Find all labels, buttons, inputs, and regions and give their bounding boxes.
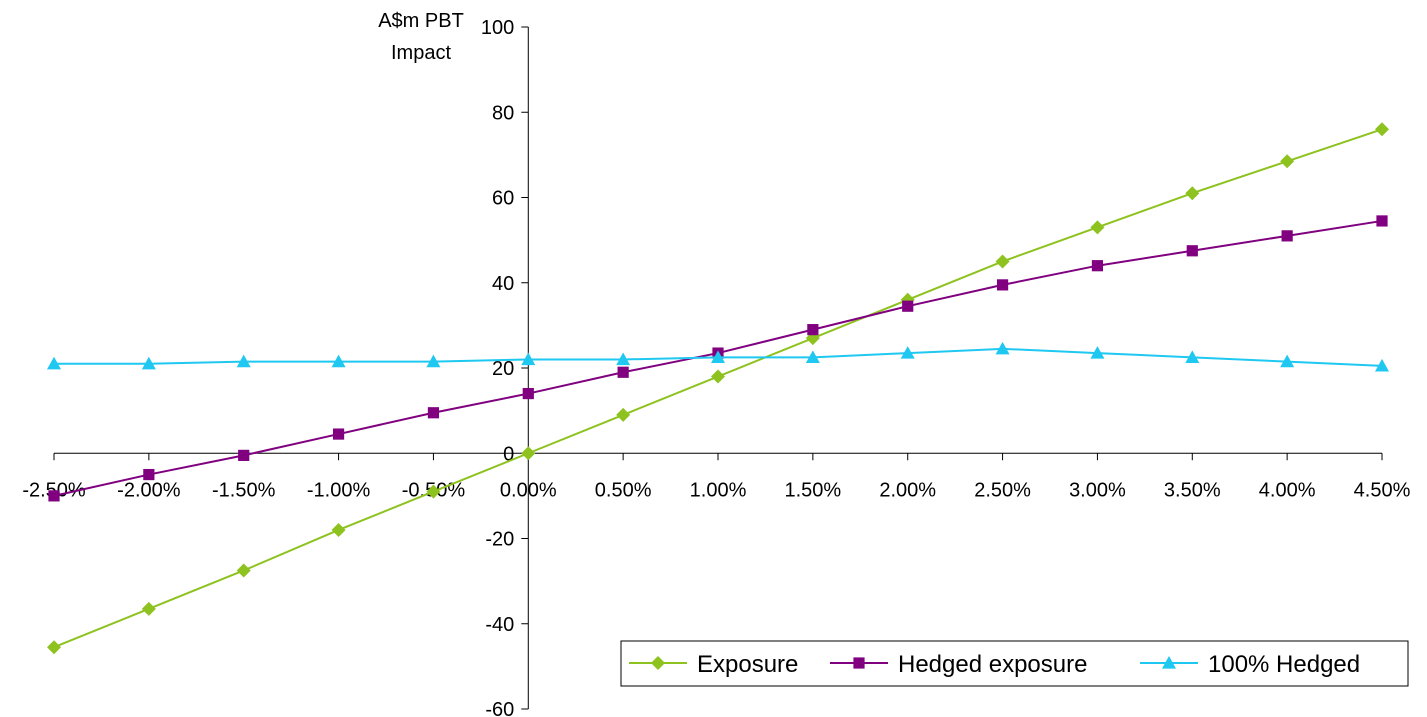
triangle-marker xyxy=(805,350,820,363)
y-tick-label: -40 xyxy=(485,614,514,636)
square-marker xyxy=(617,366,629,378)
y-tick-label: 80 xyxy=(492,102,514,124)
y-axis-label-line-2: Impact xyxy=(391,42,451,64)
axes xyxy=(53,26,1383,710)
diamond-marker xyxy=(1090,220,1105,235)
x-tick-label: 2.00% xyxy=(879,479,936,501)
diamond-marker xyxy=(331,522,346,537)
triangle-marker xyxy=(426,354,441,368)
diamond-marker xyxy=(616,407,631,422)
diamond-marker xyxy=(651,656,665,670)
triangle-marker xyxy=(1185,350,1200,363)
x-tick-label: -1.50% xyxy=(212,479,276,501)
square-marker xyxy=(902,300,914,312)
x-tick-label: 1.50% xyxy=(784,479,841,501)
triangle-marker xyxy=(1162,656,1176,669)
x-tick-labels: -2.50%-2.00%-1.50%-1.00%-0.50%0.00%0.50%… xyxy=(22,479,1410,501)
series-line xyxy=(53,128,1383,649)
diamond-marker xyxy=(1280,154,1295,169)
square-marker xyxy=(1186,245,1198,257)
legend-box xyxy=(620,640,1409,687)
x-tick-label: 3.00% xyxy=(1069,479,1126,501)
diamond-marker xyxy=(521,446,536,461)
legend-label: Exposure xyxy=(697,651,798,678)
triangle-marker xyxy=(1280,354,1295,368)
x-tick-label: -1.00% xyxy=(307,479,371,501)
series-100-hedged xyxy=(47,341,1389,372)
diamond-marker xyxy=(1375,122,1389,137)
diamond-marker xyxy=(236,563,251,578)
y-tick-labels: -60 -40 -20 0 20 40 60 80 100 xyxy=(481,17,514,717)
triangle-marker xyxy=(1375,358,1389,372)
legend-label: Hedged exposure xyxy=(898,651,1087,678)
diamond-marker xyxy=(1185,186,1200,201)
y-tick-label: 0 xyxy=(503,443,514,465)
diamond-marker xyxy=(995,254,1010,269)
square-marker xyxy=(427,407,440,419)
legend-label: 100% Hedged xyxy=(1208,651,1360,678)
diamond-marker xyxy=(47,640,61,655)
y-tick-label: 20 xyxy=(492,358,514,380)
square-marker xyxy=(143,468,155,481)
y-tick-label: -20 xyxy=(485,529,514,551)
diamond-marker xyxy=(141,601,156,616)
legend-entry: Exposure xyxy=(629,651,798,678)
triangle-marker xyxy=(616,352,631,366)
x-tick-label: 3.50% xyxy=(1164,479,1221,501)
diamond-marker xyxy=(426,484,441,499)
square-marker xyxy=(807,324,819,336)
legend-entry: Hedged exposure xyxy=(830,651,1087,678)
y-tick-label: 100 xyxy=(481,17,514,39)
square-marker xyxy=(1281,230,1293,242)
triangle-marker xyxy=(236,354,251,368)
y-tick-label: -60 xyxy=(485,699,514,717)
x-tick-label: 4.00% xyxy=(1259,479,1316,501)
square-marker xyxy=(1376,215,1388,227)
x-tick-label: 2.50% xyxy=(974,479,1031,501)
square-marker xyxy=(853,657,865,669)
triangle-marker xyxy=(331,354,346,368)
series-layer xyxy=(47,122,1389,655)
triangle-marker xyxy=(47,356,61,370)
triangle-marker xyxy=(900,346,915,359)
x-tick-label: 1.00% xyxy=(690,479,747,501)
square-marker xyxy=(48,490,60,502)
triangle-marker xyxy=(1090,346,1105,359)
series-exposure xyxy=(47,122,1389,655)
x-tick-label: -2.00% xyxy=(117,479,181,501)
square-marker xyxy=(1091,260,1104,272)
triangle-marker xyxy=(521,352,536,366)
triangle-marker xyxy=(141,356,156,370)
y-tick-label: 60 xyxy=(492,188,514,210)
square-marker xyxy=(522,387,534,400)
legend-entry: 100% Hedged xyxy=(1140,651,1360,678)
x-tick-label: 4.50% xyxy=(1354,479,1411,501)
x-tick-label: -2.50% xyxy=(22,479,86,501)
square-marker xyxy=(332,428,345,440)
square-marker xyxy=(996,279,1009,291)
diamond-marker xyxy=(711,369,725,384)
y-tick-label: 40 xyxy=(492,273,514,295)
square-marker xyxy=(238,449,250,461)
triangle-marker xyxy=(711,350,725,363)
x-tick-label: 0.00% xyxy=(500,479,557,501)
y-axis-label-line-1: A$m PBT xyxy=(378,10,464,32)
triangle-marker xyxy=(995,341,1010,355)
x-tick-label: 0.50% xyxy=(595,479,652,501)
legend: Exposure Hedged exposure 100% Hedged xyxy=(620,640,1409,687)
